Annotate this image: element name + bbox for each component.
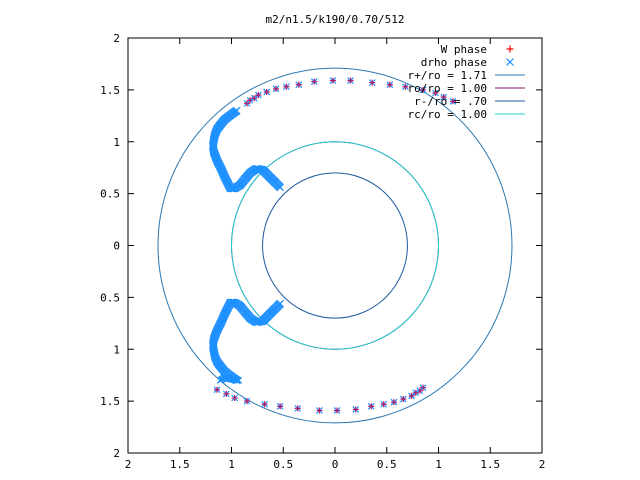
- arm-2-point: [276, 299, 285, 308]
- arm-1-point: [276, 183, 285, 192]
- ring-point: [316, 407, 323, 414]
- x-tick-label: 2: [539, 458, 546, 471]
- ring-point: [282, 83, 290, 91]
- y-tick-label: 1: [113, 343, 120, 356]
- y-tick-label: 0.5: [100, 291, 120, 304]
- y-tick-label: 1.5: [100, 395, 120, 408]
- legend-label: r+/ro = 1.71: [408, 69, 487, 82]
- x-tick-label: 0.5: [377, 458, 397, 471]
- legend-label: r-/ro = .70: [414, 95, 487, 108]
- ring-point: [329, 77, 337, 84]
- ring-point: [440, 93, 448, 101]
- y-tick-label: 0: [113, 240, 120, 253]
- y-tick-label: 2: [113, 447, 120, 460]
- ring-point: [276, 402, 284, 410]
- ring-point: [408, 392, 416, 400]
- x-tick-label: 2: [125, 458, 132, 471]
- x-tick-label: 1.5: [170, 458, 190, 471]
- ring-point: [250, 94, 258, 102]
- legend-marker-x: [506, 58, 514, 66]
- ring-point: [416, 387, 424, 395]
- legend-label: ro/ro = 1.00: [408, 82, 487, 95]
- ring-point: [263, 88, 271, 96]
- ring-point: [261, 400, 269, 408]
- ring-point: [294, 404, 302, 412]
- ring-point: [295, 81, 303, 89]
- tail-point: [216, 376, 224, 384]
- ring-point: [401, 83, 409, 91]
- ring-point: [386, 81, 394, 89]
- x-tick-label: 0.5: [273, 458, 293, 471]
- y-tick-label: 1: [113, 136, 120, 149]
- x-tick-label: 1: [228, 458, 235, 471]
- data-points: [208, 77, 457, 414]
- ring-point: [347, 77, 354, 84]
- ring-point: [213, 386, 221, 394]
- ring-point: [231, 394, 239, 402]
- ring-point: [352, 406, 360, 413]
- ring-point: [380, 400, 388, 408]
- ring-point: [412, 389, 420, 397]
- ring-point: [310, 78, 318, 85]
- ring-point: [243, 397, 251, 405]
- reference-circles: [157, 67, 513, 424]
- y-tick-label: 0.5: [100, 188, 120, 201]
- ring-point: [399, 395, 407, 403]
- ring-point: [333, 407, 341, 414]
- ring-point: [368, 79, 376, 87]
- legend-label: drho phase: [421, 56, 487, 69]
- ring-point: [449, 97, 457, 105]
- x-tick-label: 1.5: [480, 458, 500, 471]
- legend-label: W phase: [441, 43, 487, 56]
- y-tick-label: 1.5: [100, 84, 120, 97]
- circle-1: [157, 67, 513, 424]
- x-tick-label: 0: [332, 458, 339, 471]
- ring-point: [254, 91, 262, 99]
- ring-point: [222, 390, 230, 398]
- y-tick-label: 2: [113, 32, 120, 45]
- ring-point: [419, 86, 427, 94]
- chart-title: m2/n1.5/k190/0.70/512: [265, 13, 404, 26]
- ring-point: [431, 89, 439, 97]
- ring-point: [272, 85, 280, 93]
- ring-point: [367, 402, 375, 410]
- ring-point: [390, 398, 398, 406]
- legend-label: rc/ro = 1.00: [408, 108, 487, 121]
- legend-marker-plus: [506, 45, 514, 53]
- circle-3: [262, 172, 408, 319]
- x-tick-label: 1: [435, 458, 442, 471]
- circle-4: [231, 141, 439, 350]
